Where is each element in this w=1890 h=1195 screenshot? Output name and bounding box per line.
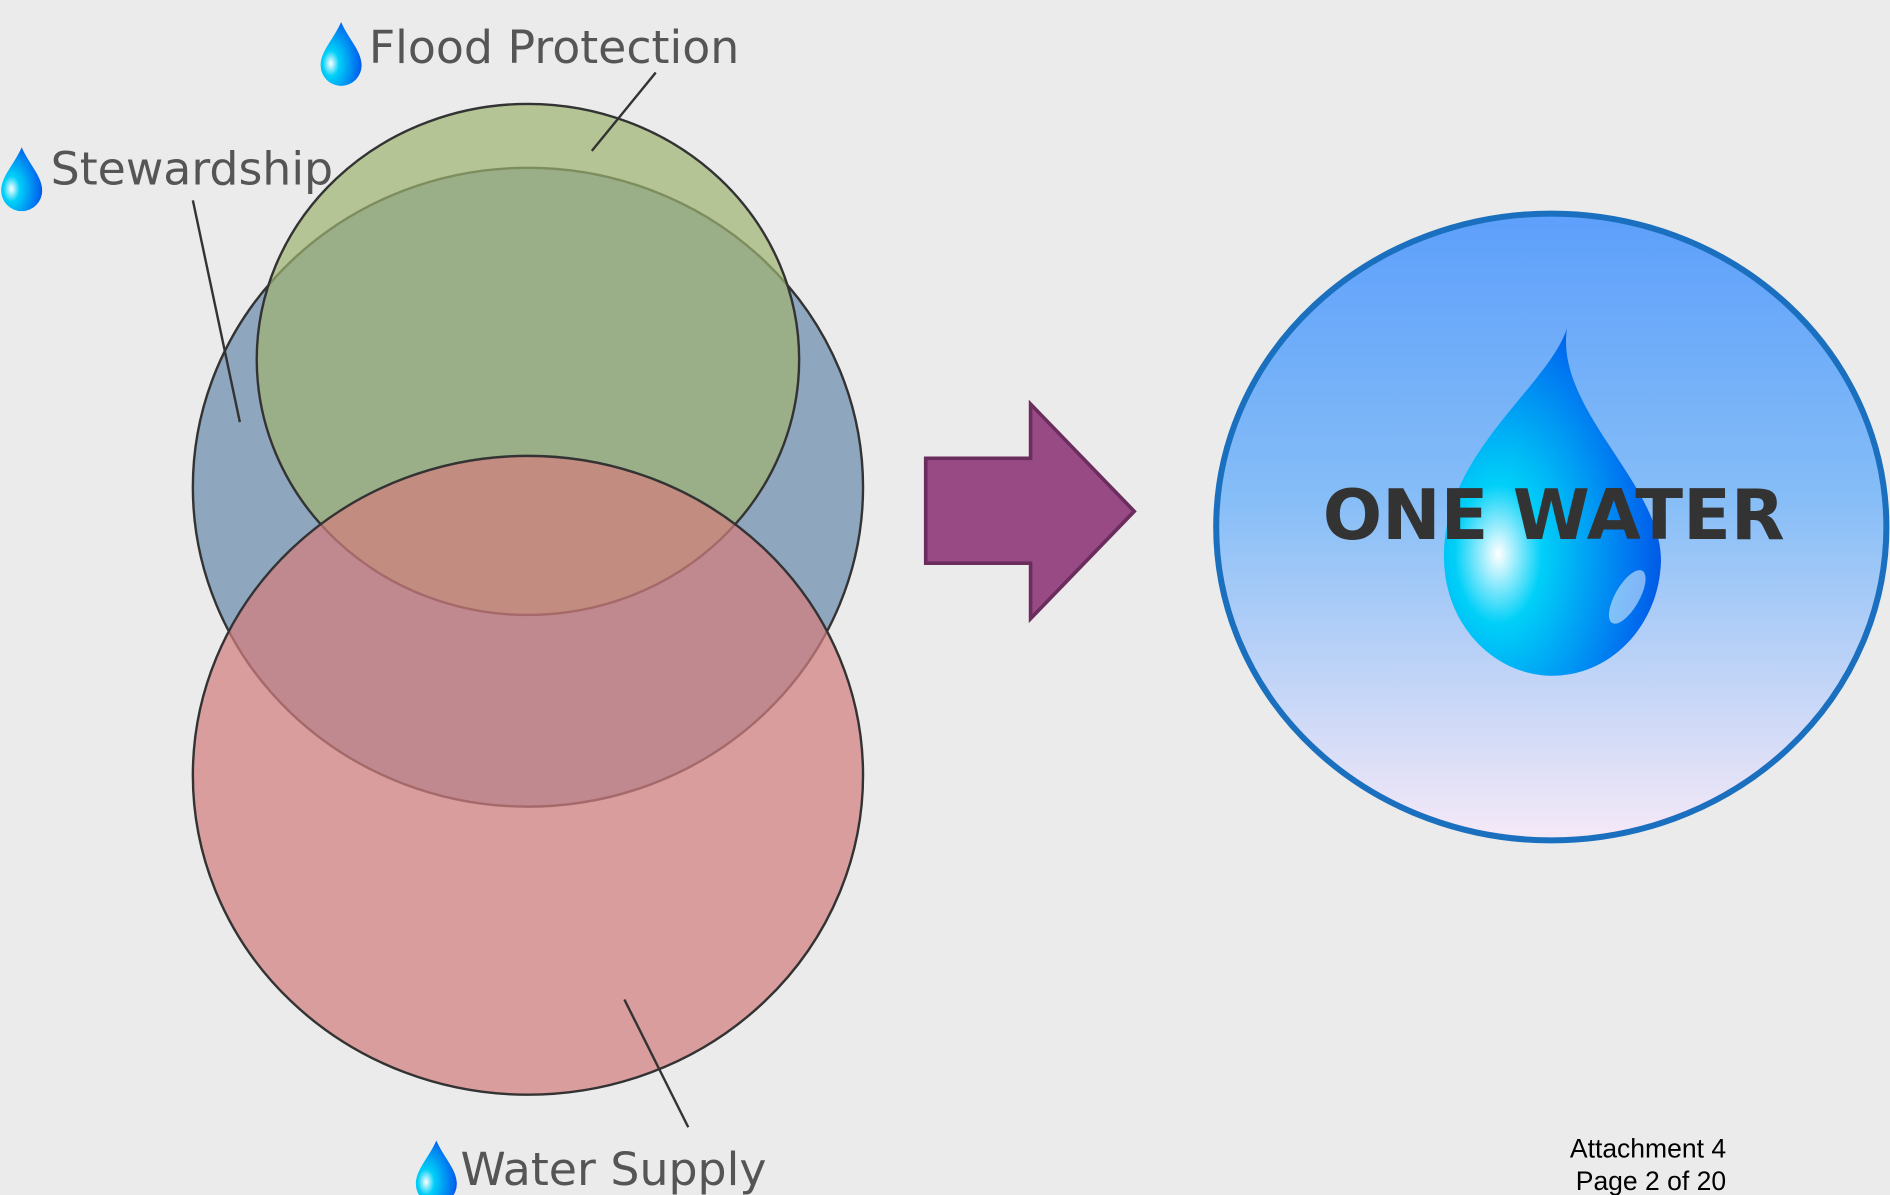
result-label: ONE WATER (1323, 475, 1785, 556)
water-supply-circle (193, 456, 863, 1095)
label: Water Supply (460, 1142, 766, 1195)
label: Flood Protection (369, 20, 739, 74)
page: Flood Protection Stewardship Water Suppl… (0, 0, 1890, 1195)
footer: Page 2 of 20 (1576, 1166, 1726, 1195)
footer: Attachment 4 (1570, 1133, 1726, 1163)
diagram: Flood Protection Stewardship Water Suppl… (0, 0, 1890, 1195)
label: Stewardship (51, 142, 334, 196)
